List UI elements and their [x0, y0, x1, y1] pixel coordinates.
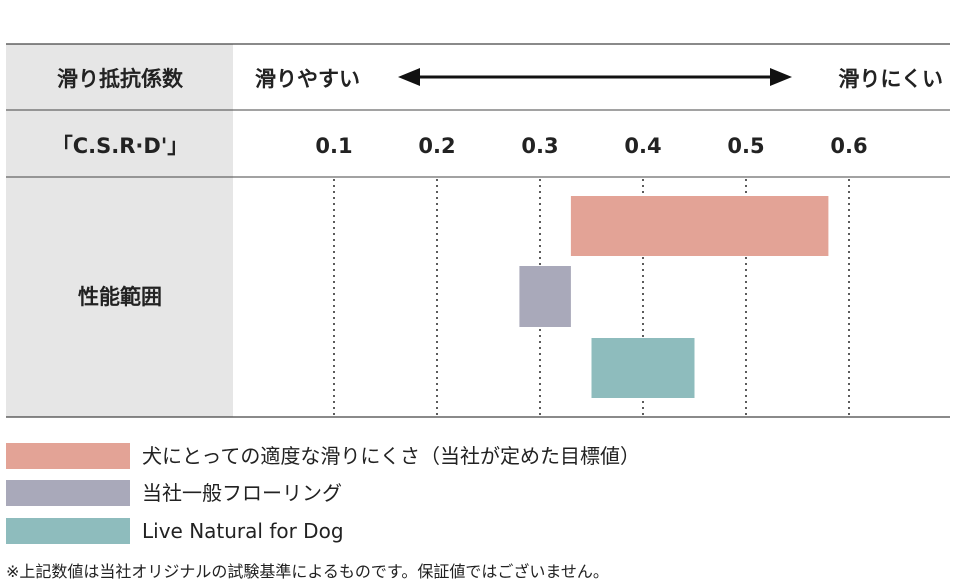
legend-label-target: 犬にとっての適度な滑りにくさ（当社が定めた目標値）	[142, 444, 640, 468]
x-axis-ticks: 0.1 0.2 0.3 0.4 0.5 0.6	[315, 134, 867, 158]
row1-label: 滑り抵抗係数	[57, 67, 184, 91]
legend-label-standard-flooring: 当社一般フローリング	[142, 481, 342, 505]
x-tick-label: 0.5	[727, 134, 764, 158]
label-column-background	[6, 44, 233, 417]
x-tick-label: 0.6	[830, 134, 867, 158]
x-tick-label: 0.2	[418, 134, 455, 158]
legend-item-live-natural: Live Natural for Dog	[6, 516, 706, 546]
legend-item-standard-flooring: 当社一般フローリング	[6, 478, 706, 508]
x-tick-label: 0.1	[315, 134, 352, 158]
range-bar-target	[570, 196, 829, 256]
range-bar-standard-flooring	[519, 266, 571, 327]
row2-label: 「C.S.R·D'」	[52, 134, 189, 158]
slippery-label: 滑りやすい	[255, 67, 360, 91]
band-label: 性能範囲	[78, 285, 162, 309]
range-bar-live-natural	[591, 338, 695, 398]
footnote: ※上記数値は当社オリジナルの試験基準によるものです。保証値ではございません。	[6, 562, 609, 581]
double-arrow	[398, 68, 792, 86]
range-bars	[519, 196, 829, 398]
performance-chart: 滑り抵抗係数 「C.S.R·D'」 性能範囲 滑りやすい 滑りにくい 0.1 0.…	[6, 43, 950, 418]
arrow-left-icon	[398, 68, 420, 86]
legend-swatch-live-natural	[6, 518, 130, 544]
x-tick-label: 0.4	[624, 134, 661, 158]
legend-swatch-standard-flooring	[6, 480, 130, 506]
x-tick-label: 0.3	[521, 134, 558, 158]
legend-label-live-natural: Live Natural for Dog	[142, 519, 344, 543]
legend-item-target: 犬にとっての適度な滑りにくさ（当社が定めた目標値）	[6, 441, 706, 471]
legend-swatch-target	[6, 443, 130, 469]
non-slippery-label: 滑りにくい	[838, 67, 943, 91]
arrow-right-icon	[770, 68, 792, 86]
